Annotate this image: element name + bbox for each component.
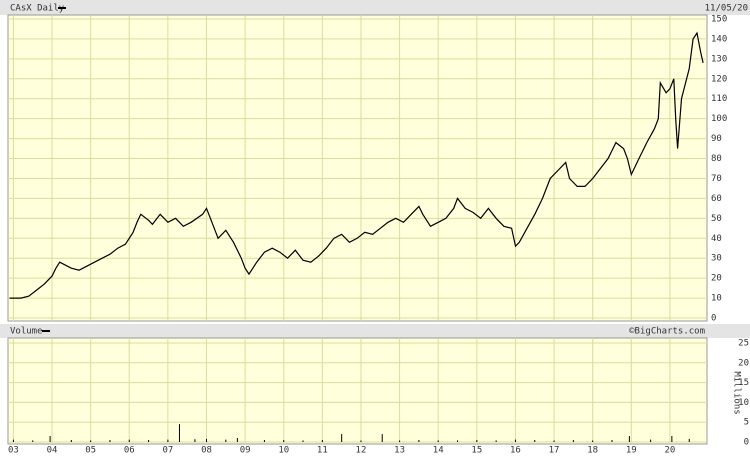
x-tick-label: 16 (510, 446, 521, 456)
y-tick-label: 90 (711, 134, 722, 144)
y-tick-label: 50 (711, 214, 722, 224)
y-tick-label: 10 (711, 294, 722, 304)
x-tick-label: 10 (278, 446, 289, 456)
y-tick-label: 150 (711, 15, 727, 25)
x-tick-label: 19 (626, 446, 637, 456)
x-tick-label: 08 (201, 446, 212, 456)
header-strip (0, 0, 750, 15)
y-tick-label: 20 (711, 274, 722, 284)
x-tick-label: 06 (124, 446, 135, 456)
price-panel (7, 14, 708, 322)
y-tick-label: 15 (738, 378, 749, 388)
x-tick-label: 04 (47, 446, 58, 456)
y-axis-label: Millions (732, 371, 742, 414)
y-tick-label: 0 (711, 314, 716, 324)
y-tick-label: 40 (711, 234, 722, 244)
x-tick-label: 03 (8, 446, 19, 456)
y-tick-label: 70 (711, 174, 722, 184)
x-tick-label: 17 (549, 446, 560, 456)
y-tick-label: 5 (744, 418, 749, 428)
x-tick-label: 12 (356, 446, 367, 456)
y-tick-label: 60 (711, 194, 722, 204)
y-tick-label: 0 (744, 438, 749, 448)
y-tick-label: 10 (738, 398, 749, 408)
volume-title: Volume (10, 327, 43, 337)
price-line (9, 31, 704, 299)
x-tick-label: 09 (240, 446, 251, 456)
y-tick-label: 120 (711, 74, 727, 84)
y-tick-label: 80 (711, 154, 722, 164)
y-tick-label: 30 (711, 254, 722, 264)
x-tick-label: 05 (85, 446, 96, 456)
volume-header-strip (0, 324, 750, 338)
y-tick-label: 110 (711, 94, 727, 104)
copyright: ©BigCharts.com (629, 327, 705, 337)
x-tick-label: 14 (433, 446, 444, 456)
volume-panel (7, 337, 708, 445)
x-tick-label: 11 (317, 446, 328, 456)
x-tick-label: 15 (471, 446, 482, 456)
y-tick-label: 100 (711, 114, 727, 124)
y-tick-label: 130 (711, 54, 727, 64)
y-tick-label: 140 (711, 34, 727, 44)
x-tick-label: 13 (394, 446, 405, 456)
chart-title: CAsX Daily (10, 4, 65, 14)
x-tick-label: 20 (665, 446, 676, 456)
x-tick-label: 07 (162, 446, 173, 456)
x-tick-label: 18 (587, 446, 598, 456)
date-label: 11/05/20 (705, 4, 748, 14)
y-tick-label: 20 (738, 358, 749, 368)
y-tick-label: 25 (738, 339, 749, 349)
